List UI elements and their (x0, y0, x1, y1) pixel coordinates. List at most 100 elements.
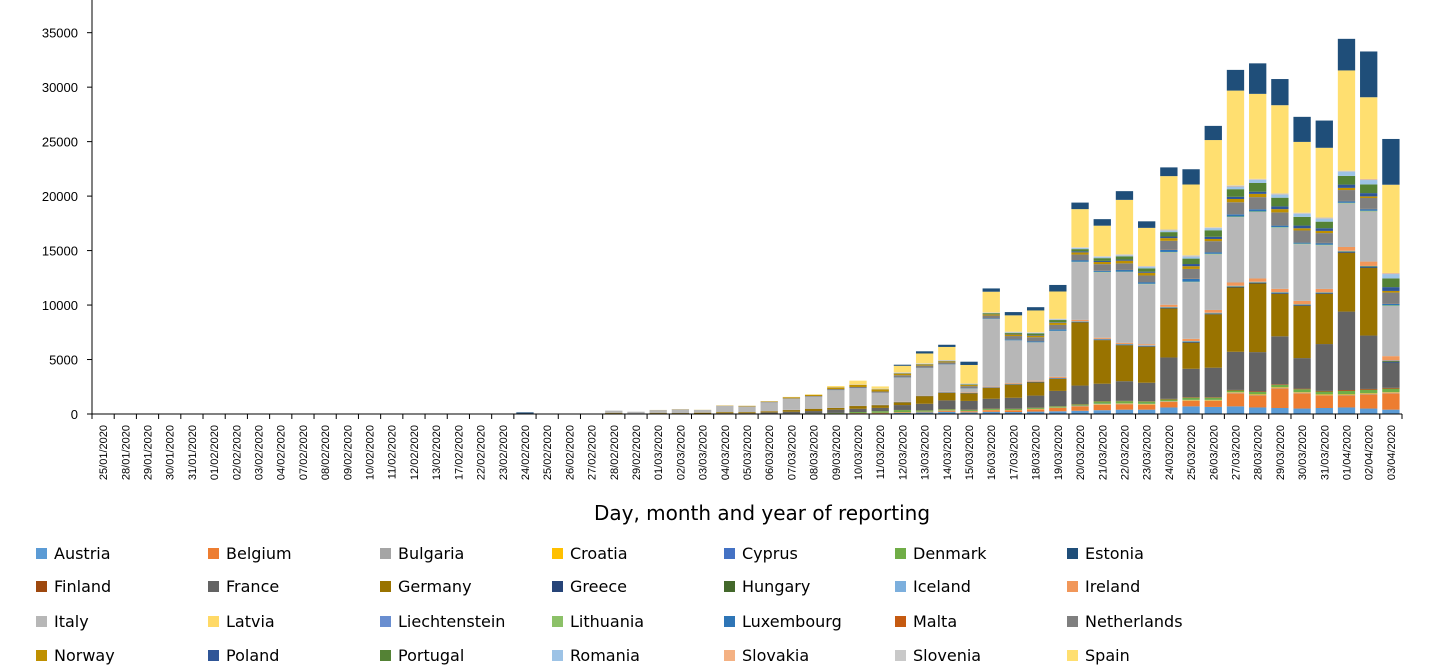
bar-stack (1204, 125, 1222, 414)
bar-segment (1382, 409, 1400, 414)
bar-segment (1182, 278, 1200, 282)
bar-segment (827, 389, 845, 391)
bar-segment (982, 387, 1000, 399)
bar-segment (782, 410, 801, 412)
bar-segment (1360, 389, 1378, 394)
bar-segment (1049, 324, 1067, 330)
bar-segment (1115, 381, 1134, 401)
bar-stack (893, 364, 912, 414)
bar-segment (1226, 282, 1245, 286)
bar-segment (982, 315, 1000, 319)
bar-segment (960, 364, 978, 384)
legend-swatch (895, 548, 906, 559)
x-tick-label: 18/03/2020 (1031, 425, 1043, 480)
bar-segment (1182, 266, 1200, 269)
bar-segment (1337, 311, 1356, 391)
x-tick-label: 16/03/2020 (986, 425, 998, 480)
bar-segment (1249, 282, 1267, 284)
bar-segment (1115, 272, 1134, 343)
legend-label: Lithuania (570, 612, 644, 631)
bar-segment (1315, 147, 1333, 218)
bar-segment (1315, 221, 1333, 229)
bar-segment (760, 401, 778, 402)
bar-segment (1382, 272, 1400, 274)
bar-segment (1382, 305, 1400, 306)
bar-segment (1315, 408, 1333, 414)
bar-segment (1071, 404, 1089, 406)
bar-stack (782, 396, 801, 414)
bar-segment (1004, 339, 1023, 341)
bar-segment (1049, 411, 1067, 414)
bar-segment (871, 386, 889, 389)
x-tick-label: 10/02/2020 (365, 425, 377, 480)
bar-segment (1071, 321, 1089, 323)
x-axis: 25/01/2020 28/01/2020 29/01/2020 30/01/2020… (91, 413, 1403, 480)
legend-label: Austria (54, 544, 111, 563)
bar-segment (1382, 138, 1400, 185)
bar-segment (1249, 182, 1267, 192)
bar-segment (1249, 391, 1267, 392)
bar-segment (893, 373, 912, 376)
legend-item: Norway (36, 646, 115, 665)
bar-segment (1093, 264, 1111, 271)
bar-segment (1182, 406, 1200, 414)
legend-item: Poland (208, 646, 279, 665)
x-tick-label: 09/03/2020 (831, 425, 843, 480)
x-tick-label: 13/03/2020 (920, 425, 932, 480)
x-tick-label: 08/02/2020 (320, 425, 332, 480)
bar-segment (893, 364, 912, 366)
bar-segment (1160, 399, 1178, 402)
bar-segment (1382, 287, 1400, 291)
bar-segment (1026, 411, 1045, 414)
bar-segment (1093, 383, 1111, 402)
x-tick-label: 28/01/2020 (120, 425, 132, 480)
bar-segment (1071, 251, 1089, 253)
bar-segment (1249, 93, 1267, 179)
legend-label: Hungary (742, 577, 810, 596)
bar-segment (1226, 390, 1245, 393)
bar-segment (1138, 265, 1156, 267)
bar-segment (1226, 389, 1245, 391)
bar-segment (938, 361, 956, 363)
bar-segment (1093, 260, 1111, 262)
bar-segment (760, 412, 778, 414)
legend-swatch (36, 581, 47, 592)
bar-segment (1182, 258, 1200, 265)
bar-segment (871, 407, 889, 412)
bar-segment (1271, 193, 1289, 195)
bar-segment (1004, 333, 1023, 335)
bar-segment (1204, 238, 1222, 242)
legend-item: Romania (552, 646, 640, 665)
bar-segment (1204, 253, 1222, 255)
bar-segment (1337, 390, 1356, 391)
bar-segment (1115, 260, 1134, 264)
bar-segment (1360, 180, 1378, 185)
bar-segment (1182, 256, 1200, 259)
bar-segment (1249, 197, 1267, 210)
bar-segment (1293, 141, 1311, 213)
bar-segment (849, 408, 867, 413)
bar-segment (1160, 402, 1178, 408)
bar-segment (1115, 259, 1134, 261)
bar-segment (1115, 191, 1134, 200)
bar-segment (1160, 307, 1178, 309)
bar-segment (1249, 193, 1267, 198)
y-tick-label: 30000 (42, 80, 78, 95)
bar-segment (1204, 230, 1222, 237)
bar-segment (893, 412, 912, 414)
legend-swatch (208, 581, 219, 592)
y-tick-label: 5000 (49, 353, 78, 368)
bar-segment (960, 388, 978, 393)
bar-segment (1293, 244, 1311, 301)
bar-segment (1138, 284, 1156, 345)
bar-segment (1160, 357, 1178, 399)
bar-segment (960, 361, 978, 365)
x-tick-label: 24/03/2020 (1164, 425, 1176, 480)
bar-segment (804, 396, 823, 397)
bar-segment (1337, 407, 1356, 414)
legend-swatch (552, 650, 563, 661)
x-tick-label: 02/04/2020 (1364, 425, 1376, 480)
bar-segment (1026, 307, 1045, 311)
bar-segment (1026, 332, 1045, 334)
bar-segment (849, 380, 867, 385)
